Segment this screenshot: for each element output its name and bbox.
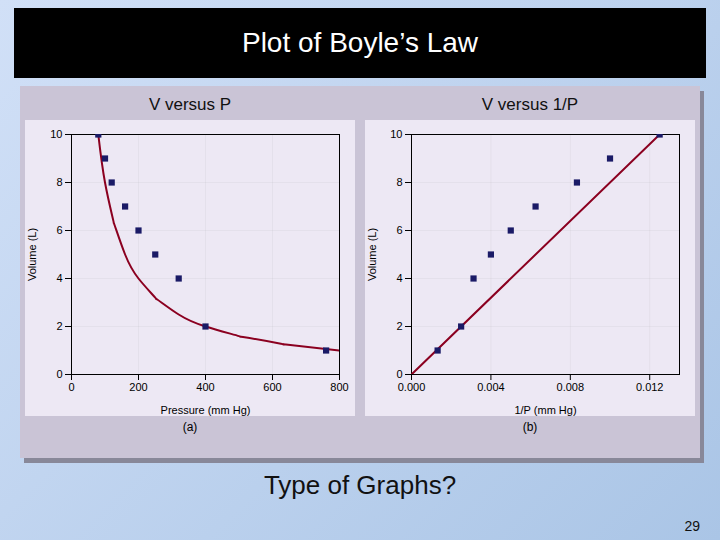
- svg-text:0: 0: [68, 381, 74, 393]
- svg-text:6: 6: [396, 224, 402, 236]
- svg-text:Volume (L): Volume (L): [26, 228, 38, 281]
- html-text:V versus 1/P: V versus 1/P: [481, 95, 579, 114]
- svg-text:2: 2: [56, 320, 62, 332]
- svg-text:0.008: 0.008: [557, 381, 585, 393]
- svg-text:200: 200: [129, 381, 147, 393]
- svg-text:0.012: 0.012: [636, 381, 664, 393]
- svg-text:0.000: 0.000: [398, 381, 426, 393]
- svg-text:10: 10: [50, 128, 62, 140]
- html-text:(b): (b): [522, 420, 538, 434]
- svg-text:Pressure (mm Hg): Pressure (mm Hg): [161, 404, 251, 416]
- svg-text:Volume (L): Volume (L): [366, 228, 378, 281]
- svg-text:1/P (mm Hg): 1/P (mm Hg): [514, 404, 576, 416]
- html-text:Plot of Boyle’s Law: Plot of Boyle’s Law: [242, 27, 478, 58]
- svg-text:8: 8: [56, 176, 62, 188]
- svg-text:8: 8: [396, 176, 402, 188]
- html-text:(a): (a): [182, 420, 198, 434]
- svg-text:0: 0: [396, 368, 402, 380]
- svg-text:0.004: 0.004: [477, 381, 505, 393]
- svg-text:6: 6: [56, 224, 62, 236]
- html-text:V versus P: V versus P: [148, 95, 232, 114]
- svg-text:600: 600: [263, 381, 281, 393]
- svg-text:2: 2: [396, 320, 402, 332]
- html-text:Type of Graphs?: Type of Graphs?: [263, 470, 457, 500]
- svg-text:0: 0: [56, 368, 62, 380]
- svg-text:800: 800: [330, 381, 348, 393]
- svg-text:4: 4: [56, 272, 62, 284]
- svg-text:4: 4: [396, 272, 402, 284]
- svg-text:10: 10: [390, 128, 402, 140]
- svg-text:400: 400: [196, 381, 214, 393]
- html-text:29: 29: [684, 518, 700, 534]
